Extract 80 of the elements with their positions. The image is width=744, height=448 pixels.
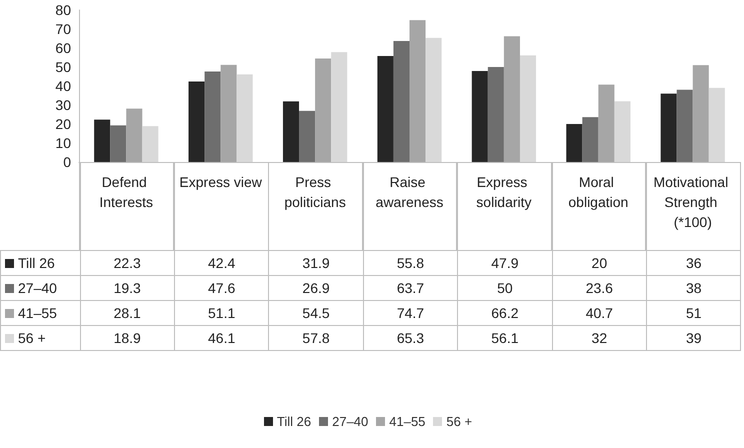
bar bbox=[692, 65, 709, 162]
data-label: 18.9 bbox=[80, 326, 174, 350]
x-tick-label: Defend Interests bbox=[99, 174, 154, 210]
bar bbox=[614, 101, 630, 162]
bar bbox=[598, 84, 614, 162]
x-tick-label: Moral obligation bbox=[568, 174, 628, 210]
data-label: 74.7 bbox=[363, 300, 458, 326]
y-tick-label: 10 bbox=[55, 135, 72, 151]
data-label: 51.1 bbox=[174, 300, 269, 326]
bar bbox=[377, 56, 394, 162]
x-tick-label: Express view bbox=[179, 174, 263, 190]
y-tick-label: 40 bbox=[55, 78, 72, 94]
data-label: 50 bbox=[458, 276, 552, 300]
bar bbox=[94, 120, 110, 162]
x-tick-label: Raise awareness bbox=[376, 174, 444, 210]
text: 41–55 bbox=[389, 414, 426, 429]
bar bbox=[188, 81, 205, 162]
data-label: 66.2 bbox=[458, 300, 552, 326]
data-label: 55.8 bbox=[363, 250, 458, 276]
data-label: 39 bbox=[646, 326, 741, 350]
y-tick-label: 70 bbox=[55, 21, 72, 37]
bar bbox=[220, 64, 237, 162]
data-label: 36 bbox=[646, 250, 741, 276]
legend-label: 56 + bbox=[0, 326, 80, 350]
data-label: 38 bbox=[646, 276, 741, 300]
y-tick-label: 30 bbox=[55, 97, 72, 113]
bar bbox=[299, 110, 316, 162]
bar bbox=[110, 125, 126, 162]
bar bbox=[331, 52, 348, 162]
data-label: 46.1 bbox=[174, 326, 269, 350]
data-label: 20 bbox=[552, 250, 647, 276]
data-label: 57.8 bbox=[268, 326, 364, 350]
bar bbox=[236, 74, 253, 162]
bar bbox=[582, 117, 598, 162]
y-tick-label: 20 bbox=[55, 116, 72, 132]
bar bbox=[204, 72, 221, 162]
bar bbox=[472, 70, 488, 162]
text: 56 + bbox=[446, 414, 472, 429]
data-label: 31.9 bbox=[268, 250, 364, 276]
bar bbox=[566, 124, 582, 162]
legend-label: 41–55 bbox=[0, 300, 80, 326]
legend-label: Till 26 bbox=[0, 250, 80, 276]
bar bbox=[410, 20, 426, 162]
data-label: 63.7 bbox=[363, 276, 458, 300]
x-tick-label: Motivational Strength (*100) bbox=[653, 174, 732, 230]
data-label: 51 bbox=[646, 300, 741, 326]
text: 27–40 bbox=[332, 414, 368, 429]
bar bbox=[488, 67, 504, 162]
text: Till 26 bbox=[276, 414, 312, 429]
x-tick-label: Express solidarity bbox=[476, 174, 532, 210]
y-tick-label: 50 bbox=[55, 59, 72, 75]
bar bbox=[708, 88, 725, 162]
legend-label: 27–40 bbox=[0, 276, 80, 300]
bar bbox=[504, 36, 520, 162]
data-label: 42.4 bbox=[174, 250, 269, 276]
data-label: 56.1 bbox=[458, 326, 552, 350]
bar bbox=[142, 126, 158, 162]
data-label: 23.6 bbox=[552, 276, 647, 300]
data-label: 40.7 bbox=[552, 300, 647, 326]
bar bbox=[393, 40, 410, 162]
data-label: 54.5 bbox=[268, 300, 364, 326]
data-label: 47.6 bbox=[174, 276, 269, 300]
data-label: 28.1 bbox=[80, 300, 174, 326]
x-tick-label: Press politicians bbox=[284, 174, 346, 210]
bar bbox=[126, 108, 142, 162]
bar bbox=[282, 101, 300, 162]
data-label: 22.3 bbox=[80, 250, 174, 276]
bar bbox=[426, 38, 442, 162]
bar bbox=[660, 94, 677, 162]
data-label: 65.3 bbox=[363, 326, 458, 350]
data-label: 19.3 bbox=[80, 276, 174, 300]
data-label: 32 bbox=[552, 326, 647, 350]
bar bbox=[676, 90, 693, 162]
data-label: 47.9 bbox=[458, 250, 552, 276]
y-tick-label: 80 bbox=[55, 2, 72, 18]
bar bbox=[315, 58, 332, 162]
y-tick-label: 60 bbox=[55, 40, 72, 56]
bar bbox=[520, 55, 536, 162]
y-tick-label: 0 bbox=[63, 154, 72, 170]
data-label: 26.9 bbox=[268, 276, 364, 300]
